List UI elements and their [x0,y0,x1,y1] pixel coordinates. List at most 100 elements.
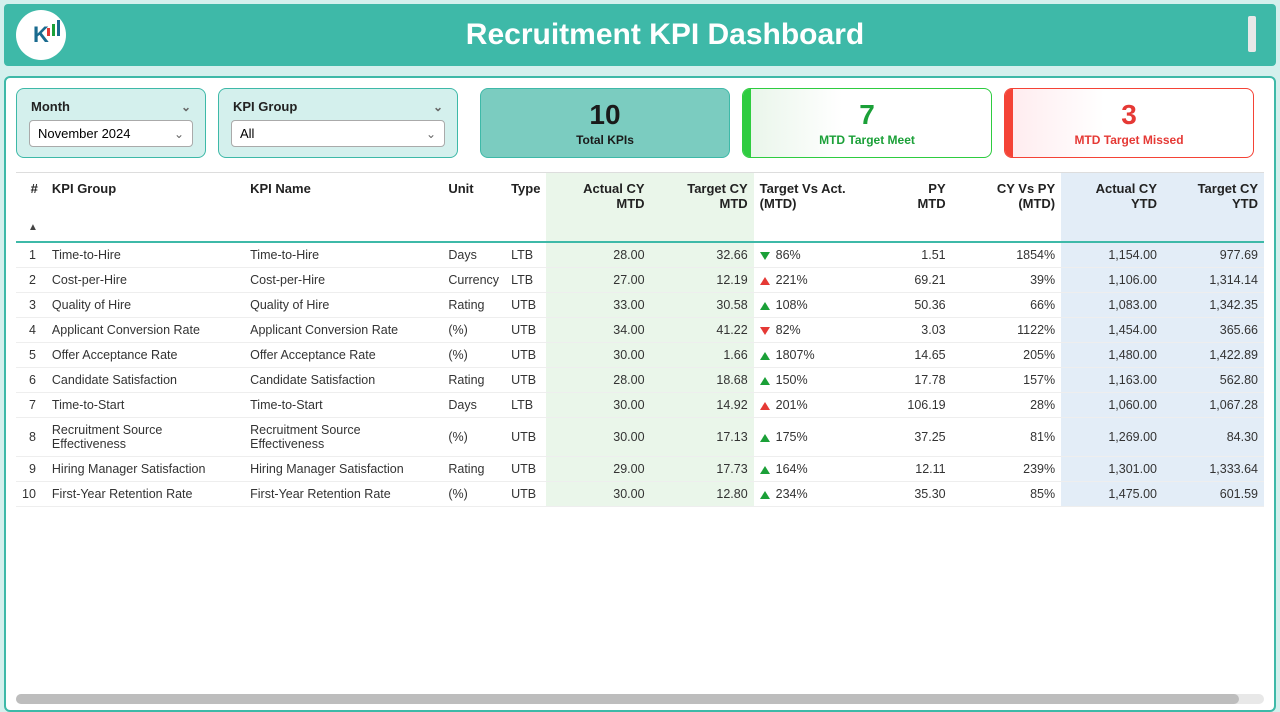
cell-name: Candidate Satisfaction [244,368,442,393]
col-act-ytd[interactable]: Actual CY YTD [1061,173,1163,242]
cell-idx: 5 [16,343,46,368]
target-miss-value: 3 [1121,99,1137,131]
cell-type: LTB [505,268,546,293]
cell-type: UTB [505,368,546,393]
month-filter-header[interactable]: Month ⌄ [29,99,193,114]
scrollbar-thumb[interactable] [16,694,1239,704]
group-select[interactable]: All ⌄ [231,120,445,147]
cell-tva: 1807% [754,343,891,368]
month-label: Month [31,99,70,114]
cell-type: UTB [505,318,546,343]
cell-act-ytd: 1,106.00 [1061,268,1163,293]
logo-bars-icon [47,20,60,36]
target-miss-card: 3 MTD Target Missed [1004,88,1254,158]
cell-type: LTB [505,242,546,268]
col-type[interactable]: Type [505,173,546,242]
cell-idx: 1 [16,242,46,268]
cell-tva: 164% [754,457,891,482]
col-tgt-mtd[interactable]: Target CY MTD [651,173,754,242]
cell-name: Cost-per-Hire [244,268,442,293]
chevron-down-icon: ⌄ [433,100,443,114]
cell-type: UTB [505,457,546,482]
header-handle-icon [1248,16,1256,52]
cell-idx: 3 [16,293,46,318]
indicator-icon [760,377,770,385]
col-idx[interactable]: # ▲ [16,173,46,242]
cell-unit: Rating [442,457,505,482]
sort-asc-icon: ▲ [22,222,38,233]
month-select[interactable]: November 2024 ⌄ [29,120,193,147]
table-row[interactable]: 5Offer Acceptance RateOffer Acceptance R… [16,343,1264,368]
cell-name: Offer Acceptance Rate [244,343,442,368]
table-row[interactable]: 10First-Year Retention RateFirst-Year Re… [16,482,1264,507]
cell-unit: Days [442,242,505,268]
table-row[interactable]: 3Quality of HireQuality of HireRatingUTB… [16,293,1264,318]
indicator-icon [760,402,770,410]
cell-act-mtd: 28.00 [546,368,650,393]
col-py-mtd[interactable]: PY MTD [891,173,952,242]
cell-group: Offer Acceptance Rate [46,343,244,368]
target-meet-card: 7 MTD Target Meet [742,88,992,158]
cell-tgt-ytd: 1,342.35 [1163,293,1264,318]
cell-type: UTB [505,293,546,318]
group-filter-card: KPI Group ⌄ All ⌄ [218,88,458,158]
cell-idx: 6 [16,368,46,393]
cell-cy-vs-py: 39% [952,268,1062,293]
cell-cy-vs-py: 81% [952,418,1062,457]
table-row[interactable]: 8Recruitment Source EffectivenessRecruit… [16,418,1264,457]
group-filter-header[interactable]: KPI Group ⌄ [231,99,445,114]
cell-cy-vs-py: 85% [952,482,1062,507]
cell-tgt-mtd: 18.68 [651,368,754,393]
target-meet-label: MTD Target Meet [819,133,915,147]
col-group[interactable]: KPI Group [46,173,244,242]
table-row[interactable]: 6Candidate SatisfactionCandidate Satisfa… [16,368,1264,393]
cell-type: LTB [505,393,546,418]
cell-act-ytd: 1,060.00 [1061,393,1163,418]
cell-tva: 150% [754,368,891,393]
total-kpis-card: 10 Total KPIs [480,88,730,158]
cell-tgt-ytd: 365.66 [1163,318,1264,343]
cell-act-mtd: 30.00 [546,482,650,507]
cell-tva: 82% [754,318,891,343]
table-row[interactable]: 4Applicant Conversion RateApplicant Conv… [16,318,1264,343]
cell-py-mtd: 69.21 [891,268,952,293]
cell-tgt-mtd: 17.73 [651,457,754,482]
cell-cy-vs-py: 239% [952,457,1062,482]
cell-cy-vs-py: 28% [952,393,1062,418]
cell-name: Recruitment Source Effectiveness [244,418,442,457]
cell-act-mtd: 34.00 [546,318,650,343]
cell-py-mtd: 106.19 [891,393,952,418]
col-name[interactable]: KPI Name [244,173,442,242]
cell-unit: (%) [442,318,505,343]
indicator-icon [760,491,770,499]
cell-group: Time-to-Hire [46,242,244,268]
indicator-icon [760,352,770,360]
table-row[interactable]: 9Hiring Manager SatisfactionHiring Manag… [16,457,1264,482]
cell-unit: Rating [442,293,505,318]
col-unit[interactable]: Unit [442,173,505,242]
page-title: Recruitment KPI Dashboard [66,18,1264,52]
col-tva[interactable]: Target Vs Act. (MTD) [754,173,891,242]
chevron-down-icon: ⌄ [174,127,184,141]
cell-act-mtd: 30.00 [546,343,650,368]
cell-py-mtd: 12.11 [891,457,952,482]
cell-tgt-ytd: 1,333.64 [1163,457,1264,482]
cell-unit: (%) [442,482,505,507]
kpi-table-wrap: # ▲ KPI Group KPI Name Unit Type Actual … [16,172,1264,507]
month-filter-card: Month ⌄ November 2024 ⌄ [16,88,206,158]
cell-idx: 9 [16,457,46,482]
col-act-mtd[interactable]: Actual CY MTD [546,173,650,242]
col-cy-vs-py[interactable]: CY Vs PY (MTD) [952,173,1062,242]
cell-tgt-mtd: 32.66 [651,242,754,268]
chevron-down-icon: ⌄ [426,127,436,141]
cell-unit: Days [442,393,505,418]
table-row[interactable]: 2Cost-per-HireCost-per-HireCurrencyLTB27… [16,268,1264,293]
horizontal-scrollbar[interactable] [16,694,1264,704]
table-row[interactable]: 1Time-to-HireTime-to-HireDaysLTB28.0032.… [16,242,1264,268]
cell-unit: (%) [442,343,505,368]
cell-act-ytd: 1,475.00 [1061,482,1163,507]
col-tgt-ytd[interactable]: Target CY YTD [1163,173,1264,242]
cell-py-mtd: 3.03 [891,318,952,343]
table-row[interactable]: 7Time-to-StartTime-to-StartDaysLTB30.001… [16,393,1264,418]
cell-py-mtd: 50.36 [891,293,952,318]
